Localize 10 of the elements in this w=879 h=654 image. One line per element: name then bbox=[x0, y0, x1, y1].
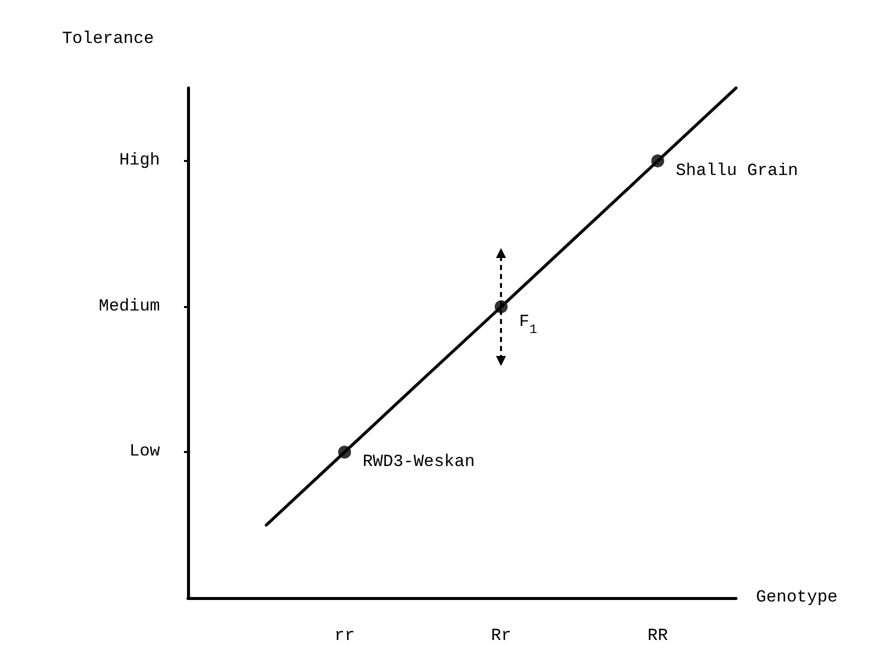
x-tick-label: Rr bbox=[490, 627, 512, 646]
annotation: Shallu Grain bbox=[676, 162, 798, 181]
x-tick-label: RR bbox=[648, 627, 668, 646]
x-axis-title: Genotype bbox=[756, 588, 838, 608]
annotation: RWD3-Weskan bbox=[362, 453, 475, 472]
x-tick-label: rr bbox=[334, 627, 355, 646]
text: High bbox=[119, 151, 160, 170]
text: Low bbox=[129, 442, 161, 462]
y-axis-title: Tolerance bbox=[62, 30, 154, 49]
text: Medium bbox=[98, 297, 160, 316]
